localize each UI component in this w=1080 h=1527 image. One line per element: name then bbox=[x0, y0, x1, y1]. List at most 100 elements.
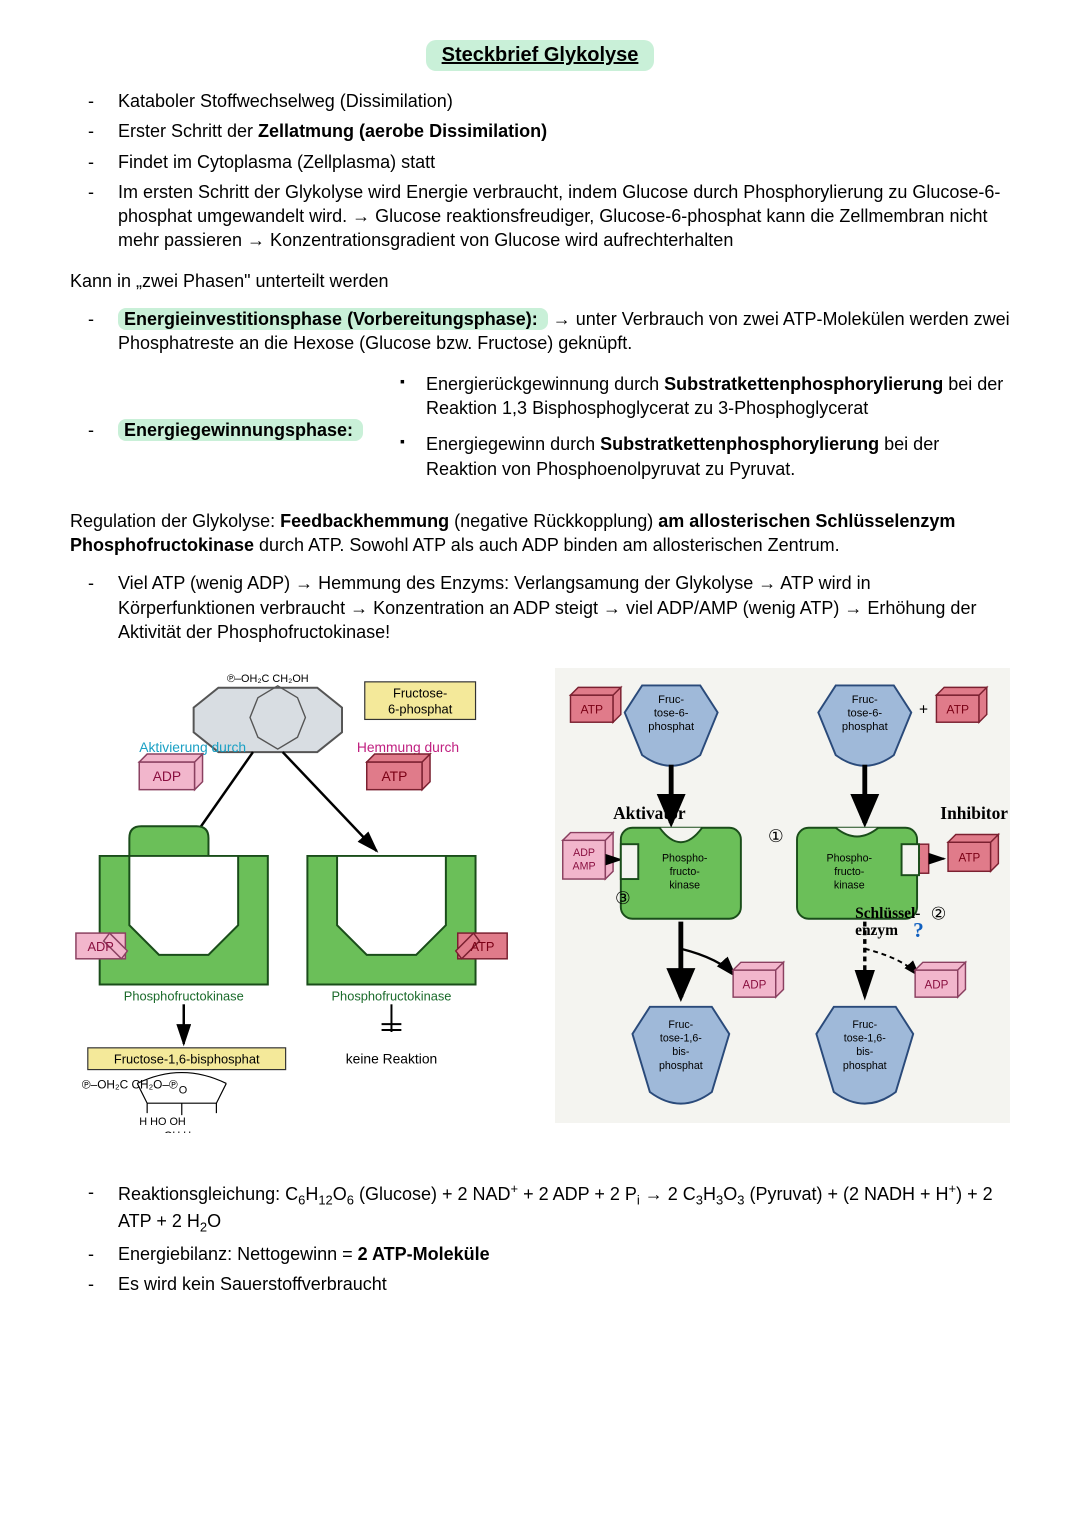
fbp-l-1: Fruc- bbox=[668, 1019, 693, 1031]
regulation-bullet: Viel ATP (wenig ADP) → Hemmung des Enzym… bbox=[70, 571, 1010, 644]
f6p-l-3: phosphat bbox=[648, 721, 695, 733]
pfk-blocked: ATP Phosphofructokinase bbox=[307, 856, 507, 1003]
adp-out-r: ADP bbox=[915, 963, 965, 998]
sq2-pre: Energiegewinn durch bbox=[426, 434, 600, 454]
o2-line: Es wird kein Sauerstoffverbraucht bbox=[70, 1272, 1010, 1296]
fbp-r-2: tose-1,6- bbox=[844, 1033, 886, 1045]
hand-activator: Aktivator bbox=[613, 803, 686, 823]
hand-key-2: enzym bbox=[855, 923, 898, 940]
hand-key-1: Schlüssel- bbox=[855, 905, 920, 922]
adp-top-text: ADP bbox=[153, 768, 181, 784]
no-reaction-label: keine Reaktion bbox=[346, 1051, 437, 1067]
equation-line: Reaktionsgleichung: C6H12O6 (Glucose) + … bbox=[70, 1180, 1010, 1236]
sq1-bold: Substratkettenphosphorylierung bbox=[664, 374, 943, 394]
phase1-item: Energieinvestitionsphase (Vorbereitungsp… bbox=[70, 307, 1010, 356]
hand-qmark: ? bbox=[913, 918, 924, 942]
pfk-activation-diagram: ℗–OH₂C CH₂OH Fructose- 6-phosphat Aktivi… bbox=[70, 668, 525, 1133]
phases-intro: Kann in „zwei Phasen" unterteilt werden bbox=[70, 269, 1010, 293]
o2-text: Es wird kein Sauerstoffverbraucht bbox=[118, 1274, 387, 1294]
circle-3: ③ bbox=[615, 889, 631, 909]
adp-out-l-text: ADP bbox=[742, 979, 766, 992]
bullet-3: Findet im Cytoplasma (Zellplasma) statt bbox=[70, 150, 1010, 174]
svg-text:ADP: ADP bbox=[573, 847, 595, 859]
fbp-l-3: bis- bbox=[672, 1047, 690, 1059]
f6p-l-2: tose-6- bbox=[654, 708, 689, 720]
pfk-active: ADP Phosphofructokinase bbox=[76, 827, 268, 1004]
fbp-r-4: phosphat bbox=[843, 1060, 887, 1072]
formula-o: O bbox=[179, 1085, 187, 1097]
f6p-r-1: Fruc- bbox=[852, 694, 878, 706]
f6p-l2: 6-phosphat bbox=[388, 702, 453, 717]
formula-line1: ℗–OH₂C CH₂O–℗ bbox=[82, 1078, 178, 1092]
sq2-bold: Substratkettenphosphorylierung bbox=[600, 434, 879, 454]
regulation-para: Regulation der Glykolyse: Feedbackhemmun… bbox=[70, 509, 1010, 558]
sq1-pre: Energierückgewinnung durch bbox=[426, 374, 664, 394]
pfk-left-label: Phosphofructokinase bbox=[124, 989, 244, 1004]
atp-top-text: ATP bbox=[381, 768, 407, 784]
pfk-l-1: Phospho- bbox=[662, 853, 708, 865]
svg-text:AMP: AMP bbox=[573, 861, 596, 873]
reg-b1: Feedbackhemmung bbox=[280, 511, 449, 531]
pfk-right-label: Phosphofructokinase bbox=[331, 989, 451, 1004]
phase2-sublist: Energierückgewinnung durch Substratkette… bbox=[400, 372, 1010, 493]
adp-out-l: ADP bbox=[733, 963, 783, 998]
phase1-list: Energieinvestitionsphase (Vorbereitungsp… bbox=[70, 307, 1010, 356]
pfk-l-3: kinase bbox=[669, 880, 700, 892]
formula-oh: H HO OH bbox=[139, 1116, 186, 1128]
activation-label: Aktivierung durch bbox=[139, 739, 246, 755]
bilanz-pre: Energiebilanz: Nettogewinn = bbox=[118, 1244, 358, 1264]
title-container: Steckbrief Glykolyse bbox=[70, 40, 1010, 71]
regulation-list: Viel ATP (wenig ADP) → Hemmung des Enzym… bbox=[70, 571, 1010, 644]
hand-inhibitor: Inhibitor bbox=[940, 803, 1008, 823]
bullet-1: Kataboler Stoffwechselweg (Dissimilation… bbox=[70, 89, 1010, 113]
figure-left: ℗–OH₂C CH₂OH Fructose- 6-phosphat Aktivi… bbox=[70, 668, 525, 1139]
substrate-formula: ℗–OH₂C CH₂OH bbox=[227, 673, 309, 685]
f6p-l-1: Fruc- bbox=[658, 694, 684, 706]
adp-out-r-text: ADP bbox=[924, 979, 948, 992]
atp-tl-text: ATP bbox=[580, 703, 603, 717]
f6p-r-3: phosphat bbox=[842, 721, 889, 733]
phase2-sq1: Energierückgewinnung durch Substratkette… bbox=[400, 372, 1010, 421]
phase2-sq2: Energiegewinn durch Substratkettenphosph… bbox=[400, 432, 1010, 481]
atp-cube-tl: ATP bbox=[570, 688, 620, 723]
bullet-1-text: Kataboler Stoffwechselweg (Dissimilation… bbox=[118, 91, 453, 111]
phase1-label-text: Energieinvestitionsphase (Vorbereitungsp… bbox=[124, 309, 538, 329]
phase1-label: Energieinvestitionsphase (Vorbereitungsp… bbox=[118, 308, 548, 330]
reg-mid: (negative Rückkopplung) bbox=[449, 511, 658, 531]
phase2-label: Energiegewinnungsphase: bbox=[118, 419, 363, 441]
bottom-list: Reaktionsgleichung: C6H12O6 (Glucose) + … bbox=[70, 1180, 1010, 1297]
bullet-2-pre: Erster Schritt der bbox=[118, 121, 258, 141]
eq-label: Reaktionsgleichung: bbox=[118, 1184, 285, 1204]
phase2-label-text: Energiegewinnungsphase: bbox=[124, 420, 353, 440]
bullet-4: Im ersten Schritt der Glykolyse wird Ene… bbox=[70, 180, 1010, 253]
pfk-regulation-diagram: ATP + Fruc- tose-6- phosphat Fruc- tose-… bbox=[555, 668, 1010, 1123]
regulation-bullet-text: Viel ATP (wenig ADP) → Hemmung des Enzym… bbox=[118, 573, 976, 642]
adp-slot-text: ADP bbox=[87, 939, 113, 954]
phase2-row: Energiegewinnungsphase: Energierückgewin… bbox=[70, 372, 1010, 493]
pfk-l-2: fructo- bbox=[670, 867, 701, 879]
formula-ohh: OH H bbox=[164, 1130, 191, 1133]
inhibition-label: Hemmung durch bbox=[357, 739, 459, 755]
reg-pre: Regulation der Glykolyse: bbox=[70, 511, 280, 531]
pfk-enzyme-left: Phospho- fructo- kinase bbox=[621, 828, 741, 919]
intro-list: Kataboler Stoffwechselweg (Dissimilation… bbox=[70, 89, 1010, 253]
bullet-4-text: Im ersten Schritt der Glykolyse wird Ene… bbox=[118, 182, 1000, 251]
pfk-r-2: fructo- bbox=[834, 867, 865, 879]
figures-row: ℗–OH₂C CH₂OH Fructose- 6-phosphat Aktivi… bbox=[70, 668, 1010, 1139]
atp-tr-text: ATP bbox=[946, 703, 969, 717]
fbp-r-3: bis- bbox=[856, 1047, 874, 1059]
reg-post: durch ATP. Sowohl ATP als auch ADP binde… bbox=[254, 535, 840, 555]
bullet-2-bold: Zellatmung (aerobe Dissimilation) bbox=[258, 121, 547, 141]
pfk-r-1: Phospho- bbox=[827, 853, 873, 865]
phase2-label-wrap: Energiegewinnungsphase: bbox=[70, 372, 370, 442]
atp-cube-tr: ATP bbox=[936, 688, 986, 723]
atp-outer-r: ATP bbox=[948, 835, 998, 872]
f6p-l1: Fructose- bbox=[393, 686, 447, 701]
bilanz-bold: 2 ATP-Moleküle bbox=[358, 1244, 490, 1264]
figure-right: ATP + Fruc- tose-6- phosphat Fruc- tose-… bbox=[555, 668, 1010, 1139]
bullet-2: Erster Schritt der Zellatmung (aerobe Di… bbox=[70, 119, 1010, 143]
adp-top-box: ADP bbox=[139, 754, 202, 790]
fbp-l-4: phosphat bbox=[659, 1060, 703, 1072]
atp-top-box: ATP bbox=[367, 754, 430, 790]
bullet-3-text: Findet im Cytoplasma (Zellplasma) statt bbox=[118, 152, 435, 172]
